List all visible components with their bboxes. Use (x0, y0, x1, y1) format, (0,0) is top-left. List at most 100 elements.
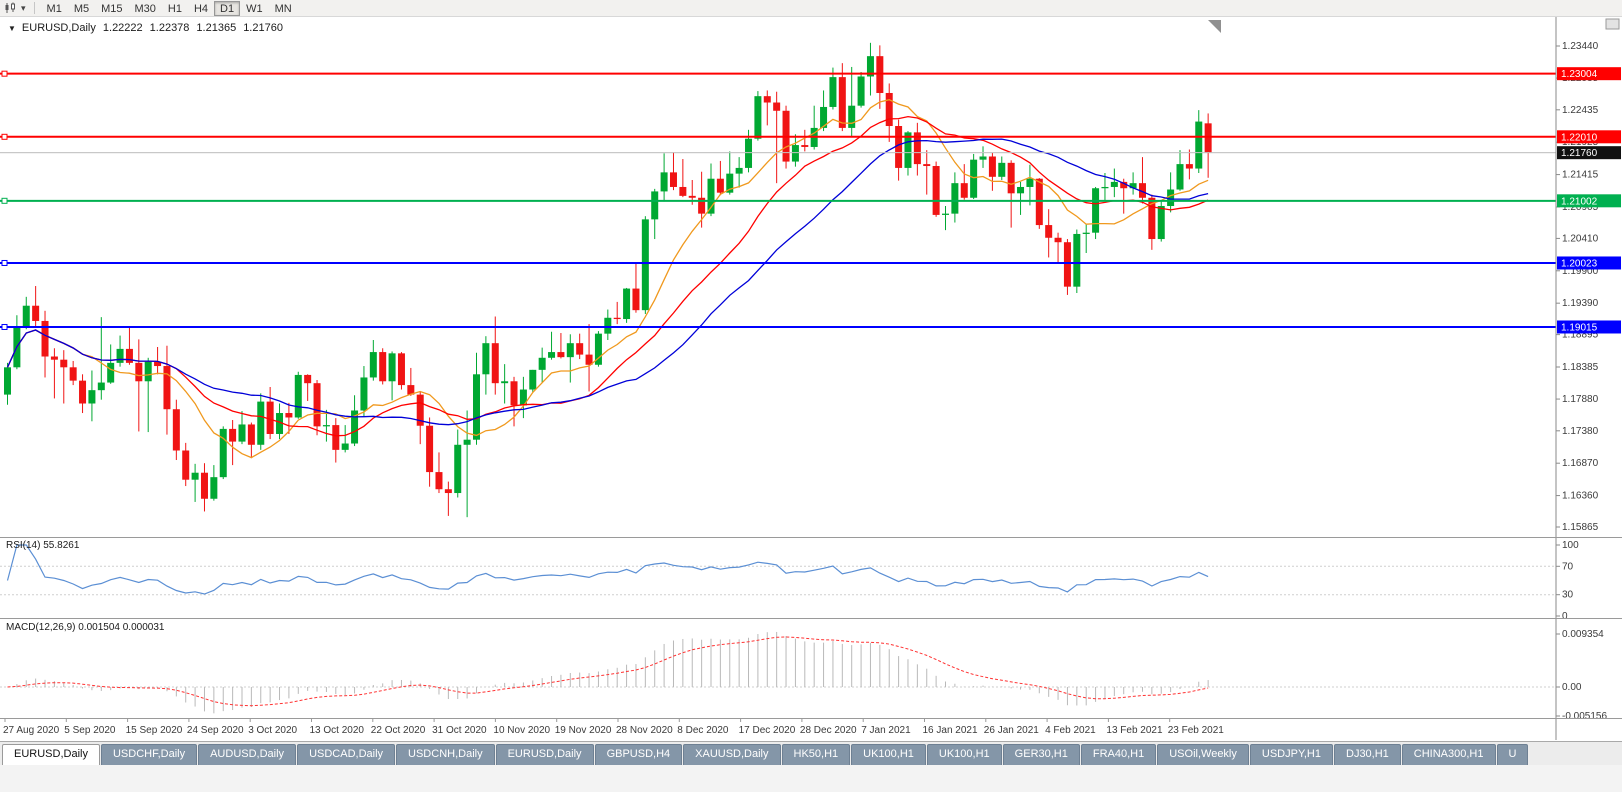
macd-histogram (16, 631, 1209, 714)
candle-body (388, 353, 396, 382)
macd-signal-line (7, 636, 1209, 707)
level-handle[interactable] (1, 70, 8, 77)
candle-body (538, 357, 546, 370)
tab-usdcad-daily[interactable]: USDCAD,Daily (297, 744, 396, 765)
candle-body (341, 443, 349, 450)
level-handle[interactable] (1, 133, 8, 140)
tab-usdjpy-h1[interactable]: USDJPY,H1 (1249, 744, 1333, 765)
tab-uk100-h1[interactable]: UK100,H1 (851, 744, 926, 765)
tab-audusd-daily[interactable]: AUDUSD,Daily (198, 744, 297, 765)
timeframe-button-m5[interactable]: M5 (73, 2, 90, 15)
collapse-icon[interactable]: ▼ (8, 23, 16, 33)
candle-body (866, 56, 874, 77)
tab-usdcnh-daily[interactable]: USDCNH,Daily (396, 744, 495, 765)
candle-body (88, 390, 96, 404)
timeframe-button-m15[interactable]: M15 (101, 2, 123, 15)
timeframe-button-m1[interactable]: M1 (46, 2, 62, 15)
tab-usdchf-daily[interactable]: USDCHF,Daily (100, 744, 198, 765)
candle-body (857, 76, 865, 106)
x-axis-label: 16 Jan 2021 (923, 725, 978, 736)
candle-body (735, 167, 743, 174)
candle-body (491, 343, 499, 384)
x-axis-label: 5 Sep 2020 (64, 725, 116, 736)
candle-body (332, 425, 340, 450)
candle-body (473, 374, 480, 440)
x-axis-label: 27 Aug 2020 (3, 725, 60, 736)
level-price-badge (1557, 146, 1621, 160)
level-handle[interactable] (1, 323, 8, 330)
ohlc-low: 1.21365 (196, 22, 237, 34)
price-tick-label: 1.19900 (1562, 266, 1599, 277)
candle-body (1007, 162, 1015, 194)
level-handle[interactable] (1, 259, 8, 266)
x-axis-label: 8 Dec 2020 (677, 725, 729, 736)
toolbar-separator (33, 2, 35, 14)
timeframe-button-h1[interactable]: H1 (167, 2, 182, 15)
tab-eurusd-daily[interactable]: EURUSD,Daily (495, 744, 594, 765)
candle-body (510, 381, 518, 406)
candle-body (895, 126, 903, 168)
candle-body (1101, 186, 1109, 189)
candle-body (1148, 197, 1156, 240)
level-handle[interactable] (1, 197, 8, 204)
level-price-badge (1557, 67, 1621, 81)
candle-body (773, 102, 781, 111)
level-price-badge (1557, 194, 1621, 208)
timeframe-button-h4[interactable]: H4 (193, 2, 209, 15)
level-price-label: 1.20023 (1561, 258, 1598, 269)
candle-body (970, 159, 978, 198)
timeframe-button-mn[interactable]: MN (274, 2, 292, 15)
scroll-corner-box[interactable] (1605, 18, 1620, 30)
tab-hk50-h1[interactable]: HK50,H1 (781, 744, 851, 765)
candle-body (1092, 188, 1100, 233)
chevron-down-icon[interactable]: ▾ (21, 2, 26, 13)
candle-body (463, 439, 471, 445)
chart-type-icon[interactable] (4, 2, 18, 14)
candle-body (942, 213, 949, 215)
price-tick-label: 1.17380 (1562, 426, 1599, 437)
tab-fra40-h1[interactable]: FRA40,H1 (1080, 744, 1157, 765)
tab-usoil-weekly[interactable]: USOil,Weekly (1157, 744, 1249, 765)
ohlc-high: 1.22378 (149, 22, 190, 34)
price-tick-label: 1.22435 (1562, 105, 1599, 116)
candle-body (1073, 233, 1081, 287)
tab-china300-h1[interactable]: CHINA300,H1 (1401, 744, 1496, 765)
candle-body (1120, 181, 1128, 189)
tab-eurusd-daily[interactable]: EURUSD,Daily (2, 744, 100, 765)
timeframe-button-w1[interactable]: W1 (246, 2, 263, 15)
candle-body (501, 381, 509, 384)
candle-body (669, 172, 677, 187)
price-tick-label: 1.17880 (1562, 394, 1599, 405)
timeframe-button-m30[interactable]: M30 (134, 2, 156, 15)
candle-body (988, 156, 996, 177)
price-tick-label: 1.18385 (1562, 362, 1599, 373)
tab-uk100-h1[interactable]: UK100,H1 (926, 744, 1002, 765)
candle-body (116, 348, 124, 363)
level-price-label: 1.23004 (1561, 69, 1598, 80)
candle-body (154, 361, 162, 367)
x-axis-label: 31 Oct 2020 (432, 725, 487, 736)
candle-body (313, 383, 321, 427)
candle-body (482, 343, 490, 375)
candle-body (454, 444, 462, 494)
timeframe-button-d1[interactable]: D1 (214, 0, 241, 16)
candle-body (379, 352, 387, 382)
candle-body (979, 156, 987, 160)
level-price-label: 1.22010 (1561, 132, 1598, 143)
candle-body (135, 362, 143, 382)
chart-shift-triangle[interactable] (1208, 20, 1221, 33)
chart-tabbar: EURUSD,Daily USDCHF,Daily AUDUSD,Daily USDC… (0, 741, 1622, 765)
chart-canvas[interactable]: 1.234401.229351.224351.219251.214151.209… (0, 0, 1622, 740)
candle-body (369, 352, 377, 378)
tab-dj30-h1[interactable]: DJ30,H1 (1334, 744, 1401, 765)
candle-body (716, 178, 724, 193)
tab-xauusd-daily[interactable]: XAUUSD,Daily (683, 744, 781, 765)
candle-body (745, 138, 753, 168)
level-price-label: 1.21002 (1561, 196, 1598, 207)
tab-gbpusd-h4[interactable]: GBPUSD,H4 (594, 744, 683, 765)
tab-u[interactable]: U (1496, 744, 1529, 765)
x-axis-label: 26 Jan 2021 (984, 725, 1039, 736)
candle-body (848, 105, 856, 128)
tab-ger30-h1[interactable]: GER30,H1 (1002, 744, 1080, 765)
candle-body (1026, 178, 1034, 187)
